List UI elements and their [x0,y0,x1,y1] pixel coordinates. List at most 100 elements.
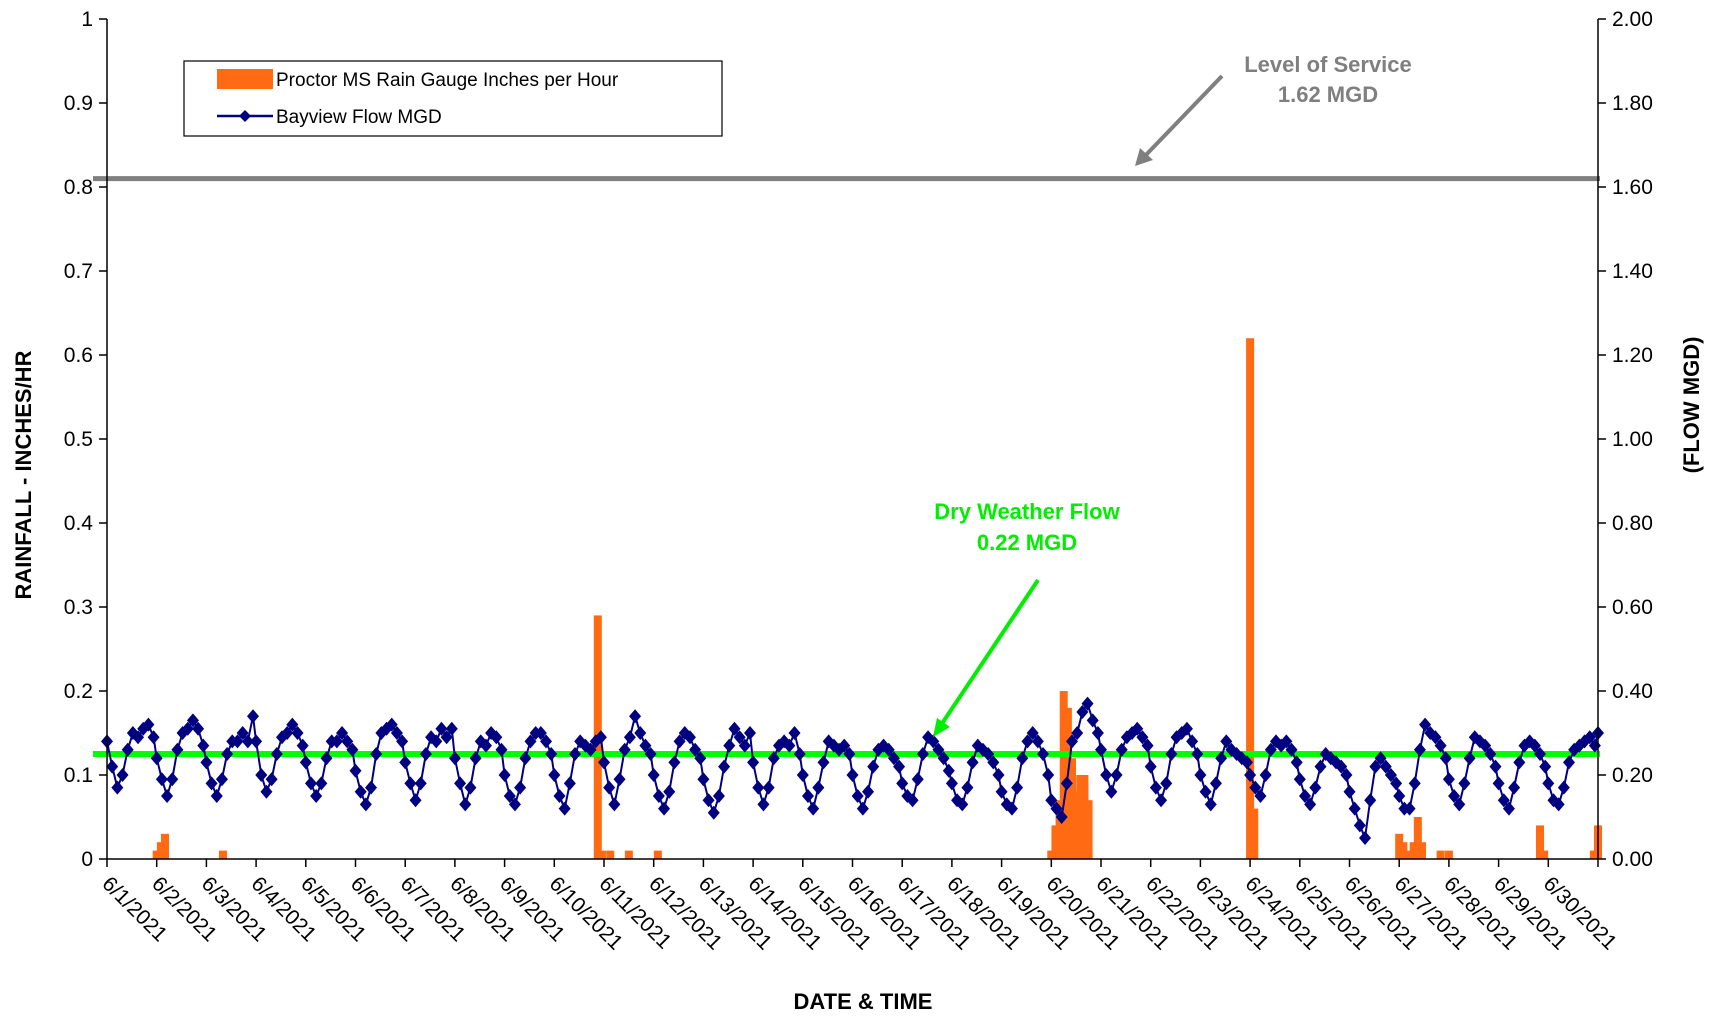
flow-marker [1434,738,1447,753]
flow-marker [916,747,929,761]
flow-marker [608,797,621,812]
flow-marker [752,780,765,795]
flow-marker [846,768,859,782]
flow-marker [618,742,631,757]
rain-bar [1084,800,1093,859]
flow-marker [1191,747,1204,761]
y-right-tick-label: 1.20 [1612,344,1653,367]
flow-marker [1031,734,1044,749]
flow-marker [498,768,511,782]
flow-marker [1095,742,1107,757]
flow-marker [1165,747,1178,761]
flow-marker [116,768,129,782]
rain-bar [1246,338,1255,859]
flow-marker [1209,776,1222,791]
rain-bar [653,850,662,859]
flow-marker [1393,789,1406,803]
flow-marker [370,747,383,761]
flow-marker [540,734,553,749]
flow-marker [1199,784,1212,799]
y-right-tick-label: 1.00 [1612,428,1653,451]
flow-marker [1144,759,1157,774]
flow-marker [738,738,751,753]
flow-marker [1086,713,1099,728]
flow-marker [862,784,875,799]
flow-marker [1026,726,1039,740]
flow-marker [563,776,576,791]
flow-marker [1348,801,1361,816]
flow-marker [569,747,582,761]
flow-marker [200,755,213,770]
flow-marker [1016,751,1029,766]
flow-marker [987,755,1000,770]
flow-marker [1374,751,1387,766]
flow-marker [1359,831,1372,845]
flow-marker [1037,747,1050,761]
y-right-tick-label: 1.60 [1612,176,1653,199]
flow-marker [558,801,571,816]
level-of-service-annotation: Level of Service 1.62 MGD [1135,52,1412,166]
dry-weather-flow-arrow-shaft [939,578,1040,727]
flow-marker [603,780,616,795]
flow-marker [893,759,906,774]
flow-marker [1215,751,1228,766]
flow-marker [255,768,268,782]
rain-bar [1409,842,1418,859]
flow-marker [310,789,323,803]
rain-bar [152,850,161,859]
flow-marker [448,751,461,766]
flow-marker [265,772,278,787]
y-right-tick-label: 0.60 [1612,596,1653,619]
rain-bar [1072,791,1081,859]
flow-marker [1528,738,1541,753]
flow-marker [197,738,210,753]
flow-marker [479,738,492,753]
flow-marker [354,784,367,799]
y-right-tick-label: 0.40 [1612,680,1653,703]
flow-marker [702,793,715,808]
y-right-tick-label: 0.80 [1612,512,1653,535]
flow-marker [1220,734,1233,749]
flow-marker [1293,772,1306,787]
flow-marker [250,734,263,749]
y-left-tick-label: 1 [81,8,93,31]
flow-marker [707,805,720,820]
flow-marker [503,789,516,803]
flow-marker [514,780,527,795]
flow-marker [652,789,665,803]
flow-marker [1484,747,1497,761]
rain-bar [1080,775,1089,859]
flow-marker [508,797,521,812]
flow-marker [1011,780,1024,795]
flow-marker [1379,759,1392,774]
flow-marker [210,789,223,803]
flow-marker [330,734,343,749]
flow-marker [1290,755,1303,770]
flow-marker [231,734,244,749]
flow-marker [1314,759,1327,774]
flow-marker [147,730,160,745]
flow-marker [1369,759,1382,774]
flow-marker [524,734,537,749]
flow-marker [882,742,895,757]
flow-marker [1264,742,1277,757]
flow-marker [1534,747,1547,761]
rain-bar [1395,833,1404,859]
flow-marker [1403,801,1416,816]
flow-marker [1155,793,1168,808]
flow-marker [718,759,731,774]
flow-marker [142,717,155,732]
flow-marker [1081,696,1094,711]
flow-marker [1110,768,1123,782]
flow-marker [1458,776,1471,791]
flow-marker [598,755,610,770]
flow-marker [817,755,830,770]
dry-weather-flow-value: 0.22 MGD [977,530,1077,555]
flow-marker [1557,780,1570,795]
flow-marker [1244,768,1257,782]
flow-marker [767,751,780,766]
flow-marker [534,726,547,740]
flow-marker [843,747,856,761]
flow-marker [1105,784,1118,799]
y-left-tick-label: 0.2 [64,680,93,703]
